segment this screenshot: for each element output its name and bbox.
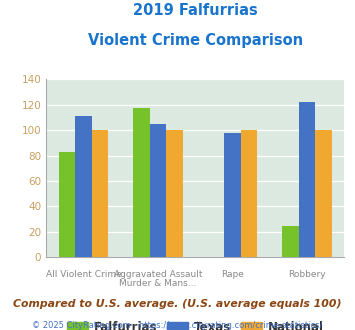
Text: Murder & Mans...: Murder & Mans... bbox=[119, 279, 197, 288]
Bar bbox=[299, 102, 315, 257]
Text: © 2025 CityRating.com - https://www.cityrating.com/crime-statistics/: © 2025 CityRating.com - https://www.city… bbox=[32, 321, 323, 330]
Bar bbox=[75, 116, 92, 257]
Bar bbox=[59, 152, 75, 257]
Text: Rape: Rape bbox=[221, 270, 244, 279]
Bar bbox=[133, 109, 150, 257]
Bar bbox=[241, 130, 257, 257]
Text: Robbery: Robbery bbox=[288, 270, 326, 279]
Text: Compared to U.S. average. (U.S. average equals 100): Compared to U.S. average. (U.S. average … bbox=[13, 299, 342, 309]
Text: Violent Crime Comparison: Violent Crime Comparison bbox=[88, 33, 303, 48]
Bar bbox=[150, 124, 166, 257]
Bar bbox=[166, 130, 182, 257]
Text: All Violent Crime: All Violent Crime bbox=[45, 270, 121, 279]
Text: Aggravated Assault: Aggravated Assault bbox=[114, 270, 202, 279]
Text: 2019 Falfurrias: 2019 Falfurrias bbox=[133, 3, 258, 18]
Bar bbox=[92, 130, 108, 257]
Legend: Falfurrias, Texas, National: Falfurrias, Texas, National bbox=[62, 317, 328, 330]
Bar bbox=[315, 130, 332, 257]
Bar bbox=[283, 226, 299, 257]
Bar bbox=[224, 133, 241, 257]
